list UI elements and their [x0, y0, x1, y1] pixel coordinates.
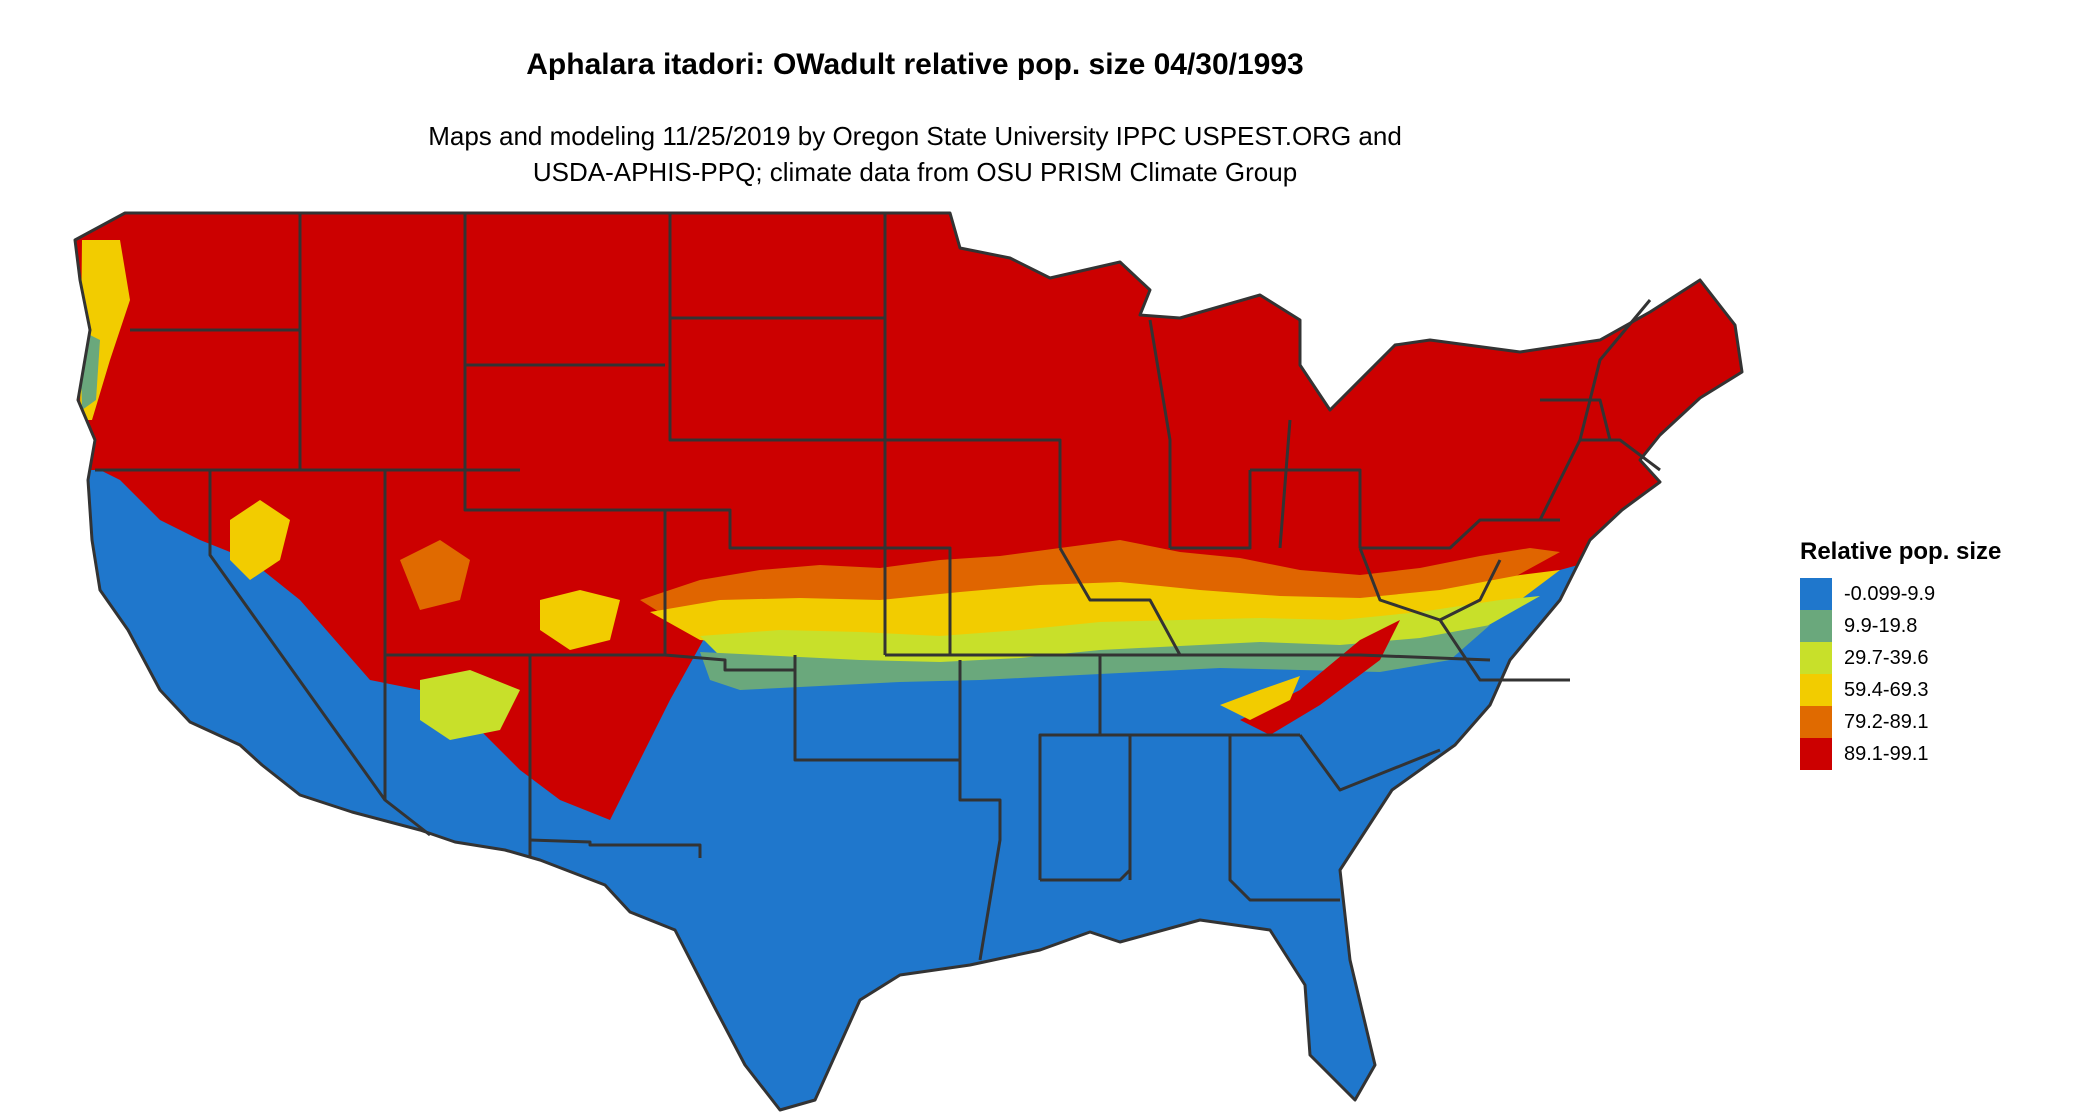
legend-swatch	[1800, 578, 1832, 610]
legend-item: 89.1-99.1	[1800, 738, 2001, 770]
legend-label: 29.7-39.6	[1844, 646, 1929, 669]
legend-title: Relative pop. size	[1800, 538, 2002, 565]
legend-label: -0.099-9.9	[1844, 582, 1936, 605]
legend-item: 79.2-89.1	[1800, 706, 2001, 738]
zone-green-band	[700, 625, 1490, 690]
legend-item: 59.4-69.3	[1800, 674, 2001, 706]
zone-colorado-patch	[540, 590, 620, 650]
legend-swatch	[1800, 674, 1832, 706]
legend-swatch	[1800, 610, 1832, 642]
state-borders	[73, 211, 1744, 1112]
zone-appalachian-yellow	[1220, 676, 1300, 720]
legend-swatch	[1800, 642, 1832, 674]
legend-label: 9.9-19.8	[1844, 614, 1918, 637]
legend-items: -0.099-9.9 9.9-19.8 29.7-39.6 59.4-69.3 79.2…	[1800, 578, 2001, 770]
legend-label: 89.1-99.1	[1844, 742, 1929, 765]
subtitle-line-1: Maps and modeling 11/25/2019 by Oregon S…	[428, 121, 1402, 151]
us-map	[73, 211, 1744, 1112]
zone-nevada-patch	[230, 500, 290, 580]
subtitle-line-2: USDA-APHIS-PPQ; climate data from OSU PR…	[532, 157, 1298, 187]
legend-item: 9.9-19.8	[1800, 610, 2001, 642]
legend-item: -0.099-9.9	[1800, 578, 2001, 610]
map-title: Aphalara itadori: OWadult relative pop. …	[526, 48, 1304, 81]
zone-arizona-patch	[420, 670, 520, 740]
legend-swatch	[1800, 706, 1832, 738]
legend-label: 59.4-69.3	[1844, 678, 1929, 701]
map-subtitle: Maps and modeling 11/25/2019 by Oregon S…	[0, 118, 1830, 190]
legend-item: 29.7-39.6	[1800, 642, 2001, 674]
legend-label: 79.2-89.1	[1844, 710, 1929, 733]
zone-newmexico-red	[560, 650, 650, 810]
zone-utah-patch	[400, 540, 470, 610]
legend: Relative pop. size -0.099-9.9 9.9-19.8 29.…	[1800, 538, 2001, 770]
legend-swatch	[1800, 738, 1832, 770]
zone-appalachian-red	[1240, 620, 1400, 735]
